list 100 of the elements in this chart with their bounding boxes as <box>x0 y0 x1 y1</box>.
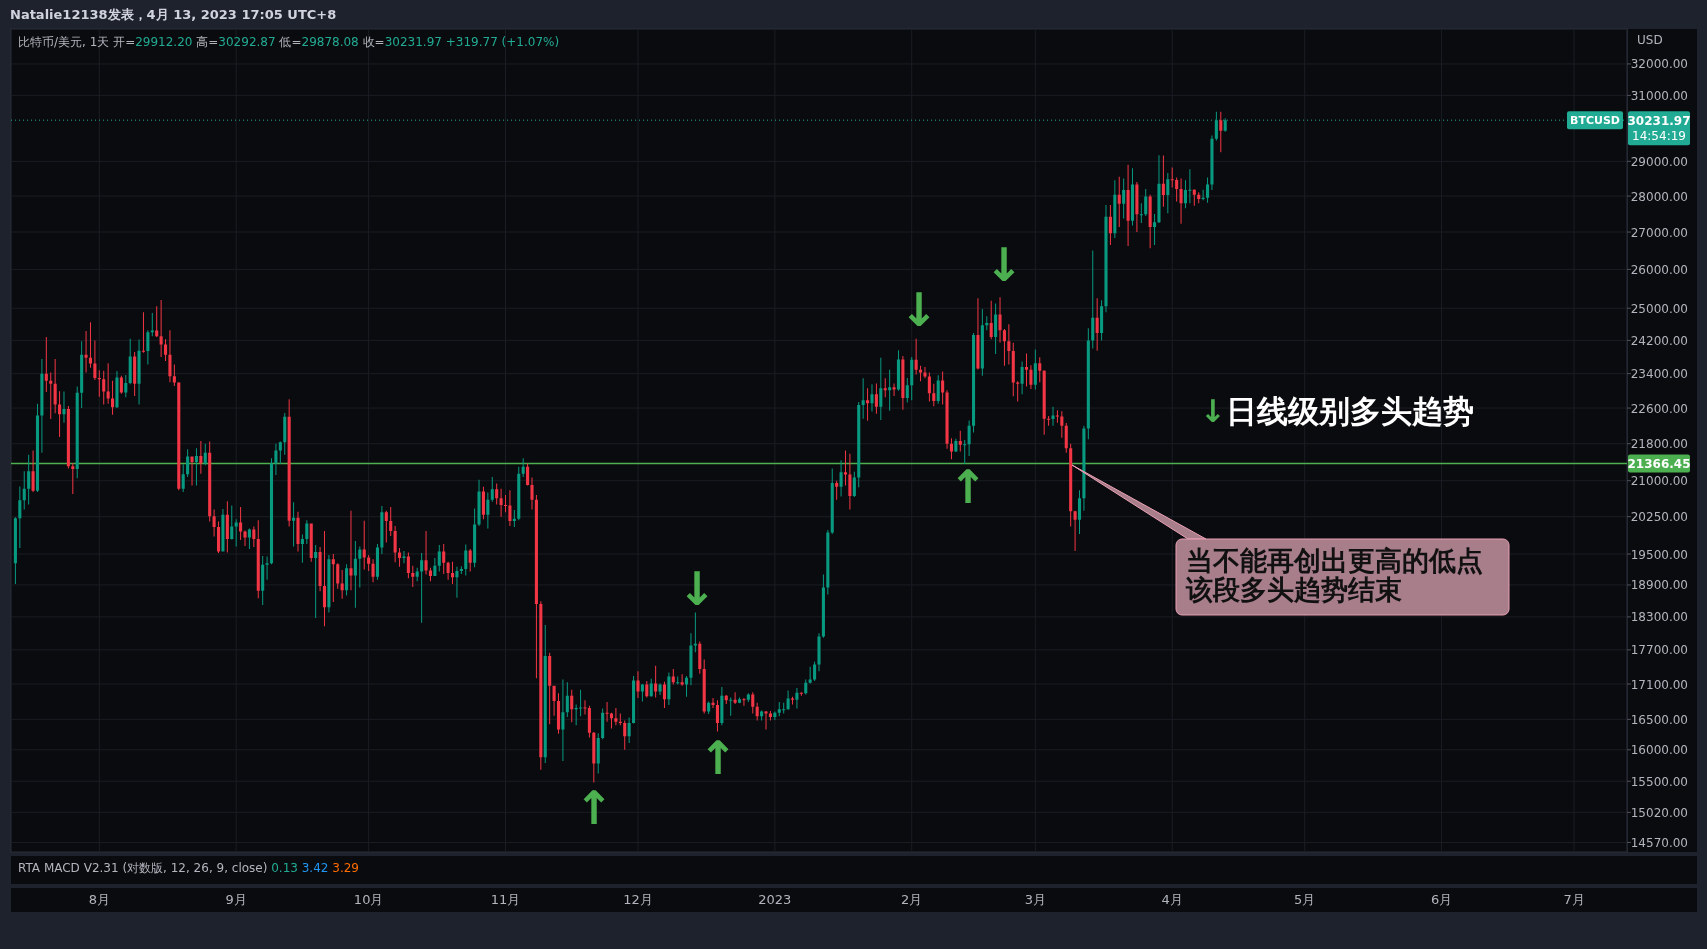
candlestick <box>1214 111 1218 141</box>
candlestick <box>274 443 278 476</box>
candlestick <box>888 369 892 411</box>
candlestick <box>601 708 605 740</box>
candlestick <box>66 405 70 469</box>
candlestick <box>658 683 662 696</box>
candlestick <box>93 340 97 381</box>
candlestick <box>874 383 878 414</box>
candlestick <box>322 530 327 627</box>
candlestick <box>1166 173 1170 214</box>
y-axis-title: USD <box>1637 33 1663 47</box>
candlestick <box>1007 324 1011 365</box>
candlestick <box>830 468 834 534</box>
candlestick <box>645 681 649 698</box>
candlestick <box>892 383 896 396</box>
candlestick <box>764 711 768 730</box>
y-tick-label: 17100.00 <box>1630 677 1688 692</box>
candlestick <box>579 689 583 717</box>
candlestick <box>1082 425 1086 511</box>
candlestick <box>720 686 724 726</box>
candlestick <box>543 625 547 763</box>
candlestick <box>548 652 552 725</box>
candlestick <box>1130 168 1135 226</box>
annotation: ↓ <box>984 238 1024 292</box>
y-tick-label: 32000.00 <box>1630 57 1688 72</box>
candlestick <box>353 540 357 608</box>
candlestick <box>1095 298 1099 351</box>
candlestick <box>949 438 953 460</box>
candlestick <box>592 732 596 783</box>
candlestick <box>481 486 485 520</box>
candlestick <box>252 526 256 547</box>
candlestick <box>1042 370 1046 435</box>
annotation: ↑ <box>948 460 988 514</box>
candlestick <box>13 517 17 584</box>
candlestick <box>300 534 304 563</box>
ref-line-label: 30231.97 <box>1627 113 1691 128</box>
candlestick <box>1161 155 1165 207</box>
candlestick <box>428 567 432 582</box>
y-tick-label: 31000.00 <box>1630 88 1688 103</box>
candlestick <box>1170 167 1174 188</box>
candlestick <box>40 358 44 453</box>
candlestick <box>702 659 706 714</box>
candlestick <box>124 374 128 398</box>
candlestick <box>870 384 874 412</box>
candlestick <box>768 711 772 721</box>
y-tick-label: 21000.00 <box>1630 474 1688 489</box>
candlestick <box>133 351 137 396</box>
candlestick <box>526 463 530 486</box>
candlestick <box>345 564 349 596</box>
candlestick <box>1100 300 1104 341</box>
candlestick <box>415 567 419 582</box>
candlestick <box>521 458 525 477</box>
candlestick <box>654 665 658 698</box>
candlestick <box>44 337 48 392</box>
candlestick <box>976 298 980 370</box>
candlestick <box>305 520 309 544</box>
candlestick <box>287 399 291 527</box>
candlestick <box>1064 423 1068 453</box>
x-tick-label: 8月 <box>88 892 110 907</box>
candlestick <box>839 460 843 497</box>
candlestick <box>671 669 675 685</box>
candlestick <box>980 309 984 376</box>
y-tick-label: 25000.00 <box>1630 301 1688 316</box>
candlestick <box>843 450 848 486</box>
candlestick <box>857 401 861 488</box>
candlestick <box>910 356 914 401</box>
y-tick-label: 23400.00 <box>1630 367 1688 382</box>
candlestick <box>208 441 212 522</box>
candlestick <box>406 552 410 579</box>
candlestick <box>247 528 251 549</box>
candlestick <box>411 565 415 588</box>
candlestick <box>35 403 40 493</box>
candlestick <box>49 372 53 420</box>
chart-title: Natalie12138发表，4月 13, 2023 17:05 UTC+8 <box>10 7 337 22</box>
candlestick <box>689 633 693 686</box>
candlestick <box>181 464 185 493</box>
candlestick <box>570 689 574 723</box>
y-tick-label: 21800.00 <box>1630 437 1688 452</box>
candlestick <box>1201 189 1205 201</box>
candlestick <box>380 506 384 555</box>
candlestick <box>473 508 477 568</box>
candlestick <box>994 303 998 354</box>
candlestick <box>1210 135 1214 191</box>
candlestick <box>1051 406 1055 426</box>
candlestick <box>186 449 190 477</box>
candlestick <box>998 297 1002 343</box>
candlestick <box>773 711 777 720</box>
candlestick <box>1033 349 1037 390</box>
candlestick <box>512 509 516 528</box>
candlestick <box>799 692 803 696</box>
candlestick <box>384 510 388 543</box>
candlestick <box>623 720 627 750</box>
x-tick-label: 2月 <box>901 892 923 907</box>
candlestick <box>292 502 296 547</box>
candlestick <box>137 339 141 405</box>
candlestick <box>212 509 216 537</box>
candlestick <box>715 700 719 732</box>
candlestick <box>1153 213 1157 245</box>
candlestick <box>1206 177 1210 203</box>
candlestick <box>561 679 565 761</box>
